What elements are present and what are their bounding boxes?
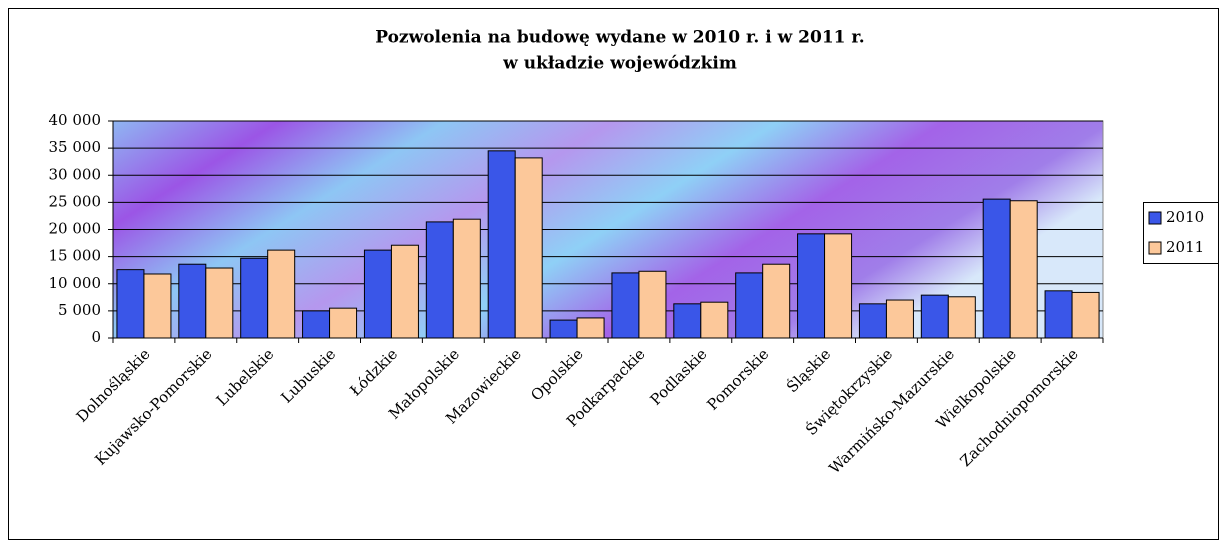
bar — [700, 301, 729, 339]
bar — [638, 270, 667, 339]
y-tick-label: 25 000 — [49, 192, 102, 210]
bar — [858, 303, 887, 339]
bar — [363, 249, 392, 339]
bar — [425, 221, 454, 339]
bar — [143, 273, 172, 339]
y-tick-label: 10 000 — [49, 274, 102, 292]
y-tick-label: 15 000 — [49, 247, 102, 265]
bar — [514, 157, 543, 339]
bar — [549, 319, 578, 339]
bar — [452, 218, 481, 339]
legend-swatch — [1148, 211, 1162, 225]
bar — [797, 233, 826, 339]
bar — [762, 263, 791, 339]
bar — [920, 294, 949, 339]
bar — [673, 303, 702, 339]
legend-label: 2010 — [1166, 208, 1204, 226]
bar — [205, 267, 234, 339]
bar — [178, 263, 207, 339]
bar — [947, 296, 976, 339]
bar — [116, 269, 145, 339]
bar — [1009, 200, 1038, 339]
chart-title: Pozwolenia na budowę wydane w 2010 r. i … — [375, 28, 864, 48]
bar — [1044, 290, 1073, 339]
bar — [487, 150, 516, 339]
bar — [302, 310, 331, 339]
y-tick-label: 20 000 — [49, 220, 102, 238]
bar — [576, 317, 605, 339]
bar — [329, 307, 358, 339]
y-tick-label: 30 000 — [49, 165, 102, 183]
bar — [735, 272, 764, 339]
bar — [1071, 291, 1100, 339]
y-tick-label: 5 000 — [58, 301, 101, 319]
bar — [267, 249, 296, 339]
legend-swatch — [1148, 241, 1162, 255]
bar — [390, 244, 419, 339]
bar — [611, 272, 640, 339]
y-tick-label: 35 000 — [49, 138, 102, 156]
chart-title: w układzie wojewódzkim — [502, 54, 737, 74]
y-tick-label: 40 000 — [49, 111, 102, 129]
bar — [240, 257, 269, 339]
bar — [824, 233, 853, 339]
bar — [885, 299, 914, 339]
legend-label: 2011 — [1166, 238, 1204, 256]
bar — [982, 198, 1011, 339]
y-tick-label: 0 — [91, 328, 101, 346]
